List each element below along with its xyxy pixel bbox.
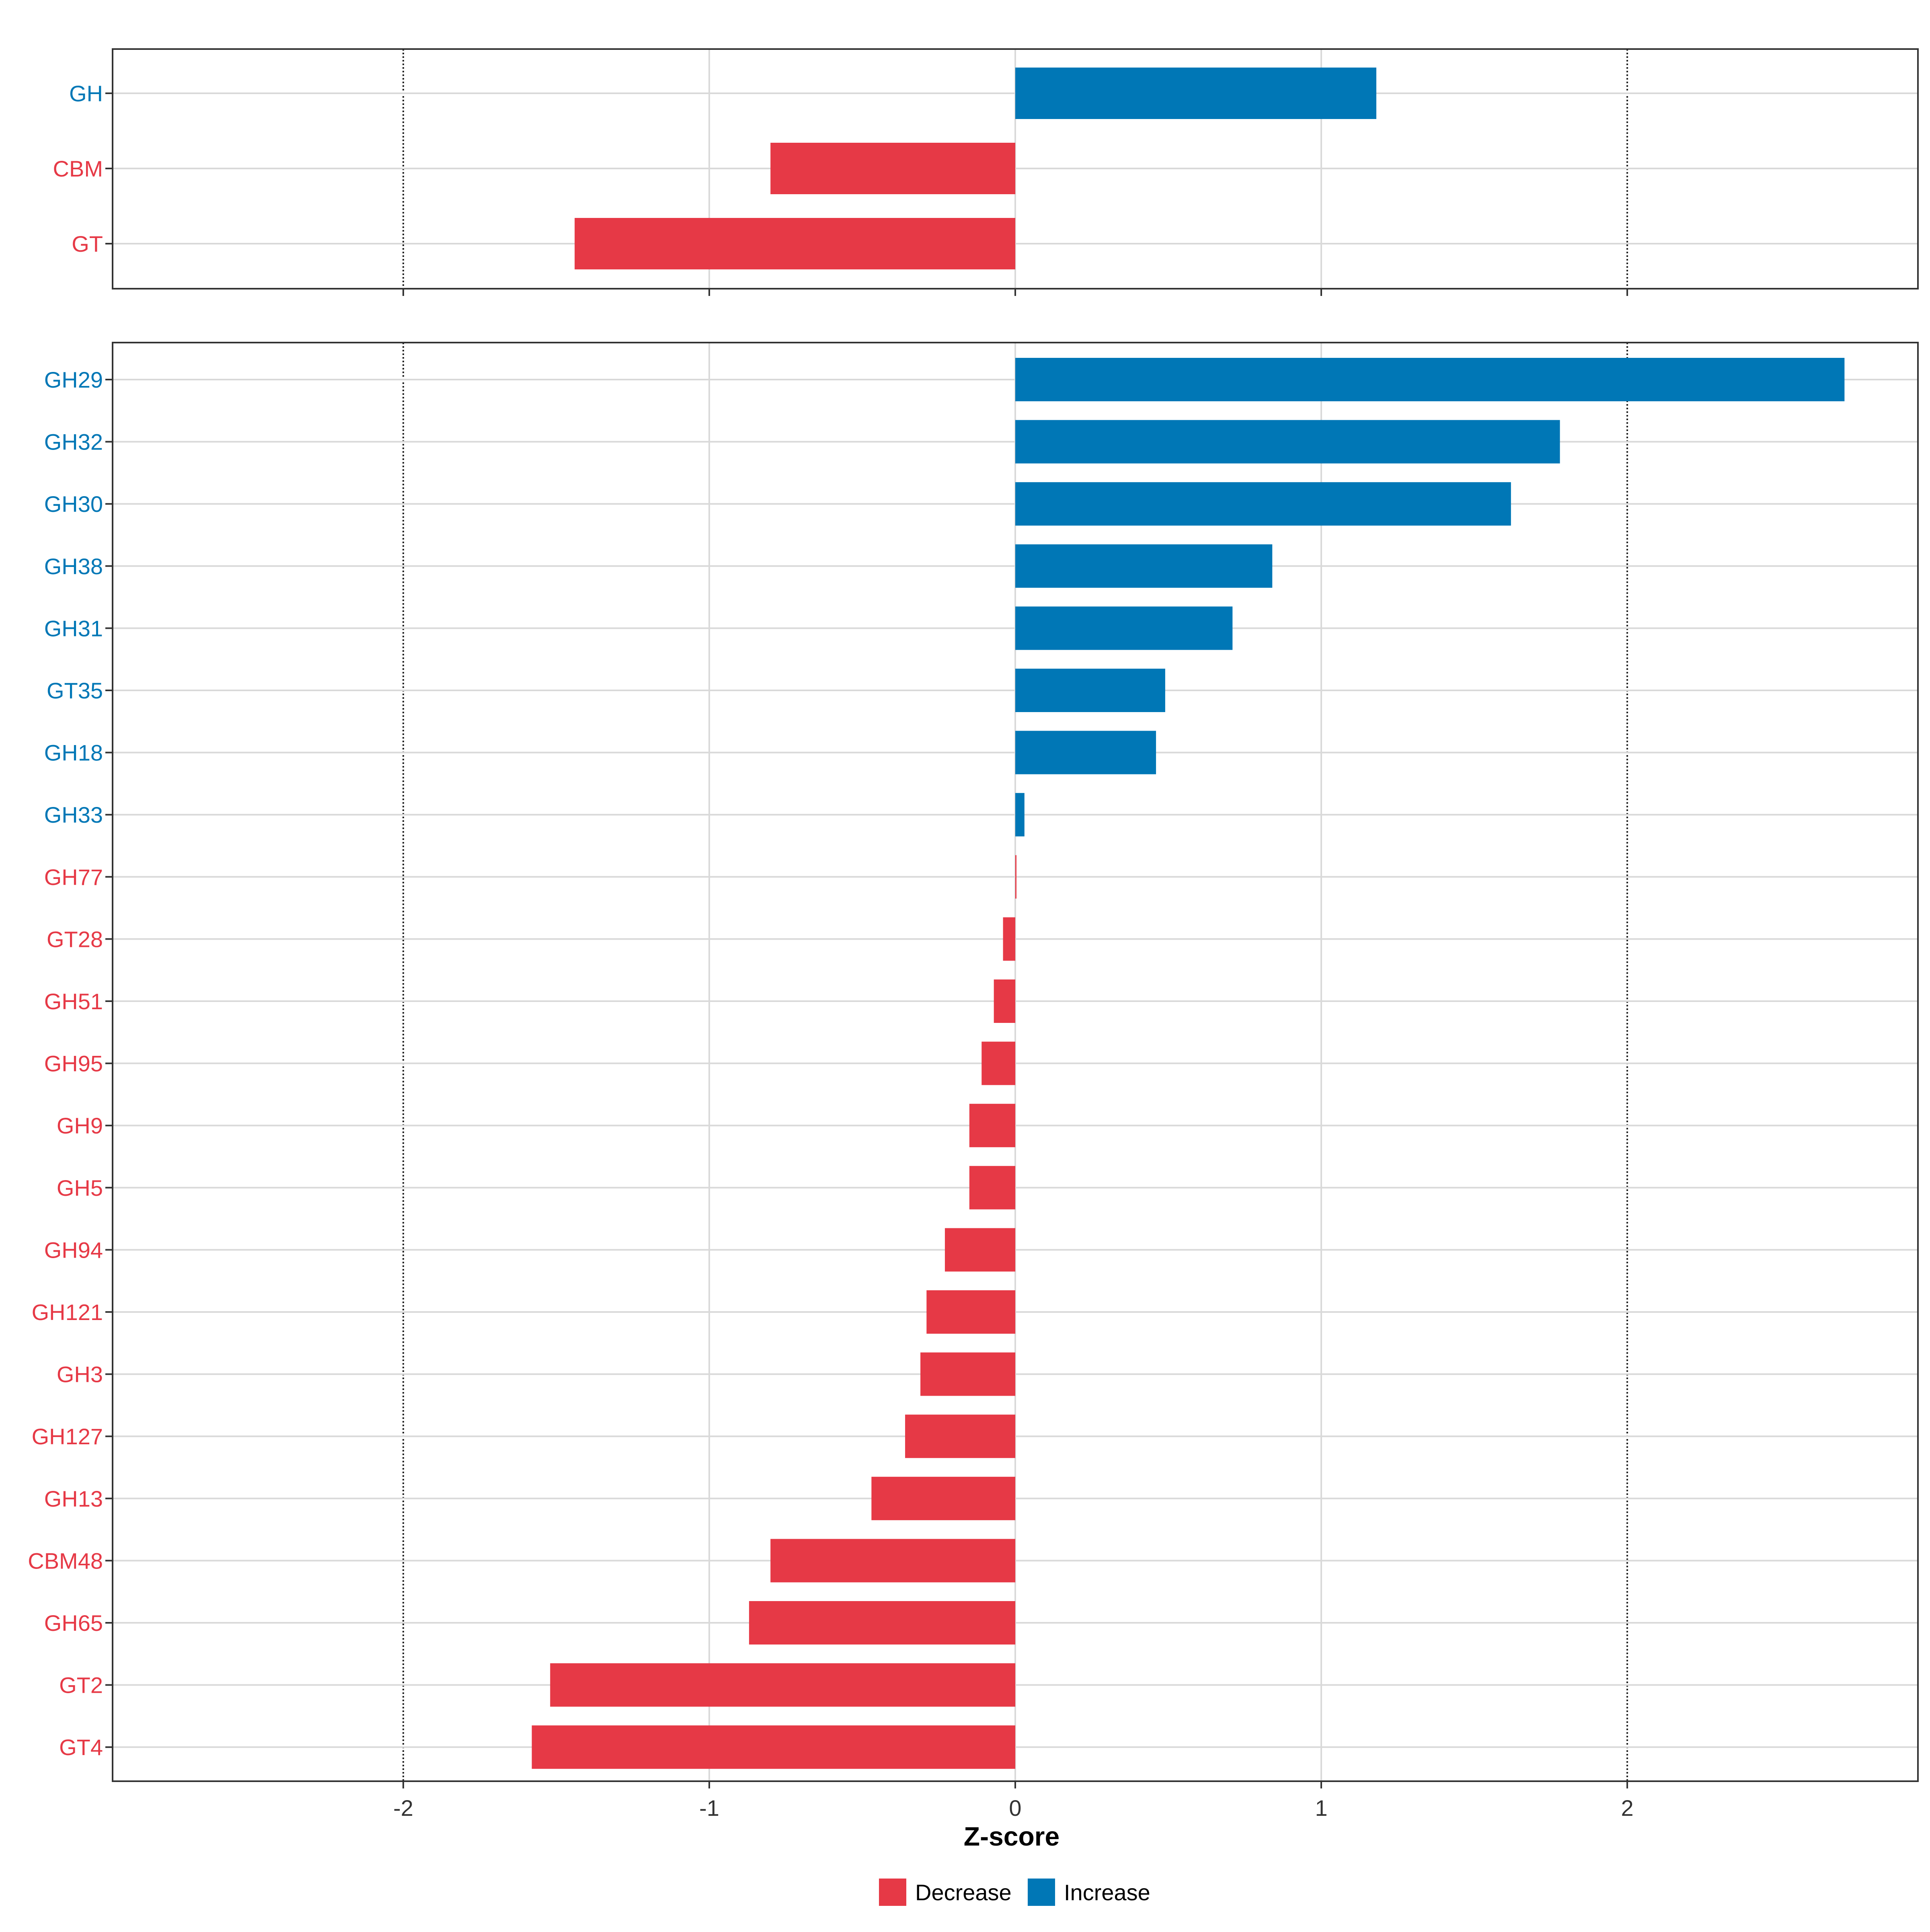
category-label: GT35 bbox=[47, 678, 103, 703]
category-label: GH31 bbox=[44, 616, 103, 641]
category-label: GH33 bbox=[44, 802, 103, 827]
bar-cbm48 bbox=[770, 1539, 1015, 1583]
category-label: GH51 bbox=[44, 989, 103, 1014]
bottom-panel-bars bbox=[532, 358, 1845, 1769]
category-label: GH65 bbox=[44, 1610, 103, 1636]
bar-gh127 bbox=[905, 1415, 1015, 1458]
bar-gh bbox=[1015, 68, 1376, 119]
legend: Decrease Increase bbox=[879, 1879, 1150, 1906]
category-label: GH18 bbox=[44, 740, 103, 766]
x-tick-label: 0 bbox=[1009, 1795, 1021, 1821]
category-label: GH29 bbox=[44, 367, 103, 392]
category-label: GT2 bbox=[59, 1673, 103, 1698]
bar-gh5 bbox=[969, 1166, 1015, 1209]
bar-gh33 bbox=[1015, 793, 1025, 837]
legend-swatch-decrease bbox=[879, 1879, 906, 1906]
category-label: GH bbox=[69, 81, 103, 106]
category-label: CBM bbox=[53, 156, 103, 181]
bar-gh77 bbox=[1015, 855, 1016, 899]
bar-gh32 bbox=[1015, 420, 1560, 464]
x-tick-label: 1 bbox=[1315, 1795, 1327, 1821]
legend-label-decrease: Decrease bbox=[915, 1880, 1012, 1905]
bar-gt28 bbox=[1003, 917, 1015, 961]
top-panel-category-labels: GH CBM GT bbox=[53, 81, 113, 257]
bar-gt bbox=[575, 218, 1015, 269]
bar-gh94 bbox=[944, 1228, 1015, 1272]
bar-cbm bbox=[770, 143, 1015, 194]
category-label: GT4 bbox=[59, 1735, 103, 1760]
category-label: GH5 bbox=[57, 1175, 103, 1201]
top-panel-x-ticks bbox=[402, 289, 1628, 296]
top-panel-bars bbox=[575, 68, 1376, 269]
legend-swatch-increase bbox=[1028, 1879, 1055, 1906]
bar-gh13 bbox=[871, 1476, 1015, 1520]
bar-gh51 bbox=[994, 979, 1015, 1023]
category-label: GH13 bbox=[44, 1486, 103, 1511]
category-label: GH32 bbox=[44, 429, 103, 455]
bar-gh9 bbox=[969, 1104, 1015, 1148]
bottom-panel: GH29GH32GH30GH38GH31GT35GH18GH33GH77GT28… bbox=[28, 342, 1919, 1821]
bar-gh3 bbox=[920, 1352, 1015, 1396]
category-label: GH94 bbox=[44, 1237, 103, 1263]
bar-gh65 bbox=[749, 1601, 1015, 1645]
top-panel: GH CBM GT bbox=[53, 48, 1919, 296]
category-label: GH77 bbox=[44, 864, 103, 890]
category-label: GH30 bbox=[44, 491, 103, 517]
bar-gh18 bbox=[1015, 731, 1156, 774]
category-label: GH3 bbox=[57, 1362, 103, 1387]
category-label: GH121 bbox=[32, 1300, 103, 1325]
bar-gh31 bbox=[1015, 606, 1233, 650]
category-label: GT28 bbox=[47, 926, 103, 952]
bar-gt4 bbox=[532, 1725, 1015, 1769]
legend-label-increase: Increase bbox=[1064, 1880, 1150, 1905]
category-label: GH38 bbox=[44, 554, 103, 579]
category-label: GH9 bbox=[57, 1113, 103, 1138]
x-tick-label: -2 bbox=[393, 1795, 413, 1821]
bar-gh29 bbox=[1015, 358, 1845, 401]
bar-gh30 bbox=[1015, 482, 1511, 526]
x-tick-label: -1 bbox=[699, 1795, 719, 1821]
category-label: GT bbox=[72, 231, 103, 257]
x-axis-title: Z-score bbox=[964, 1821, 1059, 1851]
bar-gh121 bbox=[926, 1290, 1015, 1334]
category-label: GH127 bbox=[32, 1424, 103, 1449]
category-label: CBM48 bbox=[28, 1548, 103, 1573]
bar-gt2 bbox=[550, 1663, 1015, 1707]
x-tick-label: 2 bbox=[1621, 1795, 1633, 1821]
bar-gh95 bbox=[981, 1041, 1015, 1085]
x-axis-ticks: -2 -1 0 1 2 bbox=[393, 1781, 1634, 1821]
bar-gt35 bbox=[1015, 669, 1165, 712]
category-label: GH95 bbox=[44, 1051, 103, 1076]
bottom-panel-category-labels: GH29 GH32 GH30 GH38 GH31 GT35 GH18 GH33 GH77 GT28… bbox=[28, 367, 113, 1760]
bar-gh38 bbox=[1015, 544, 1273, 588]
